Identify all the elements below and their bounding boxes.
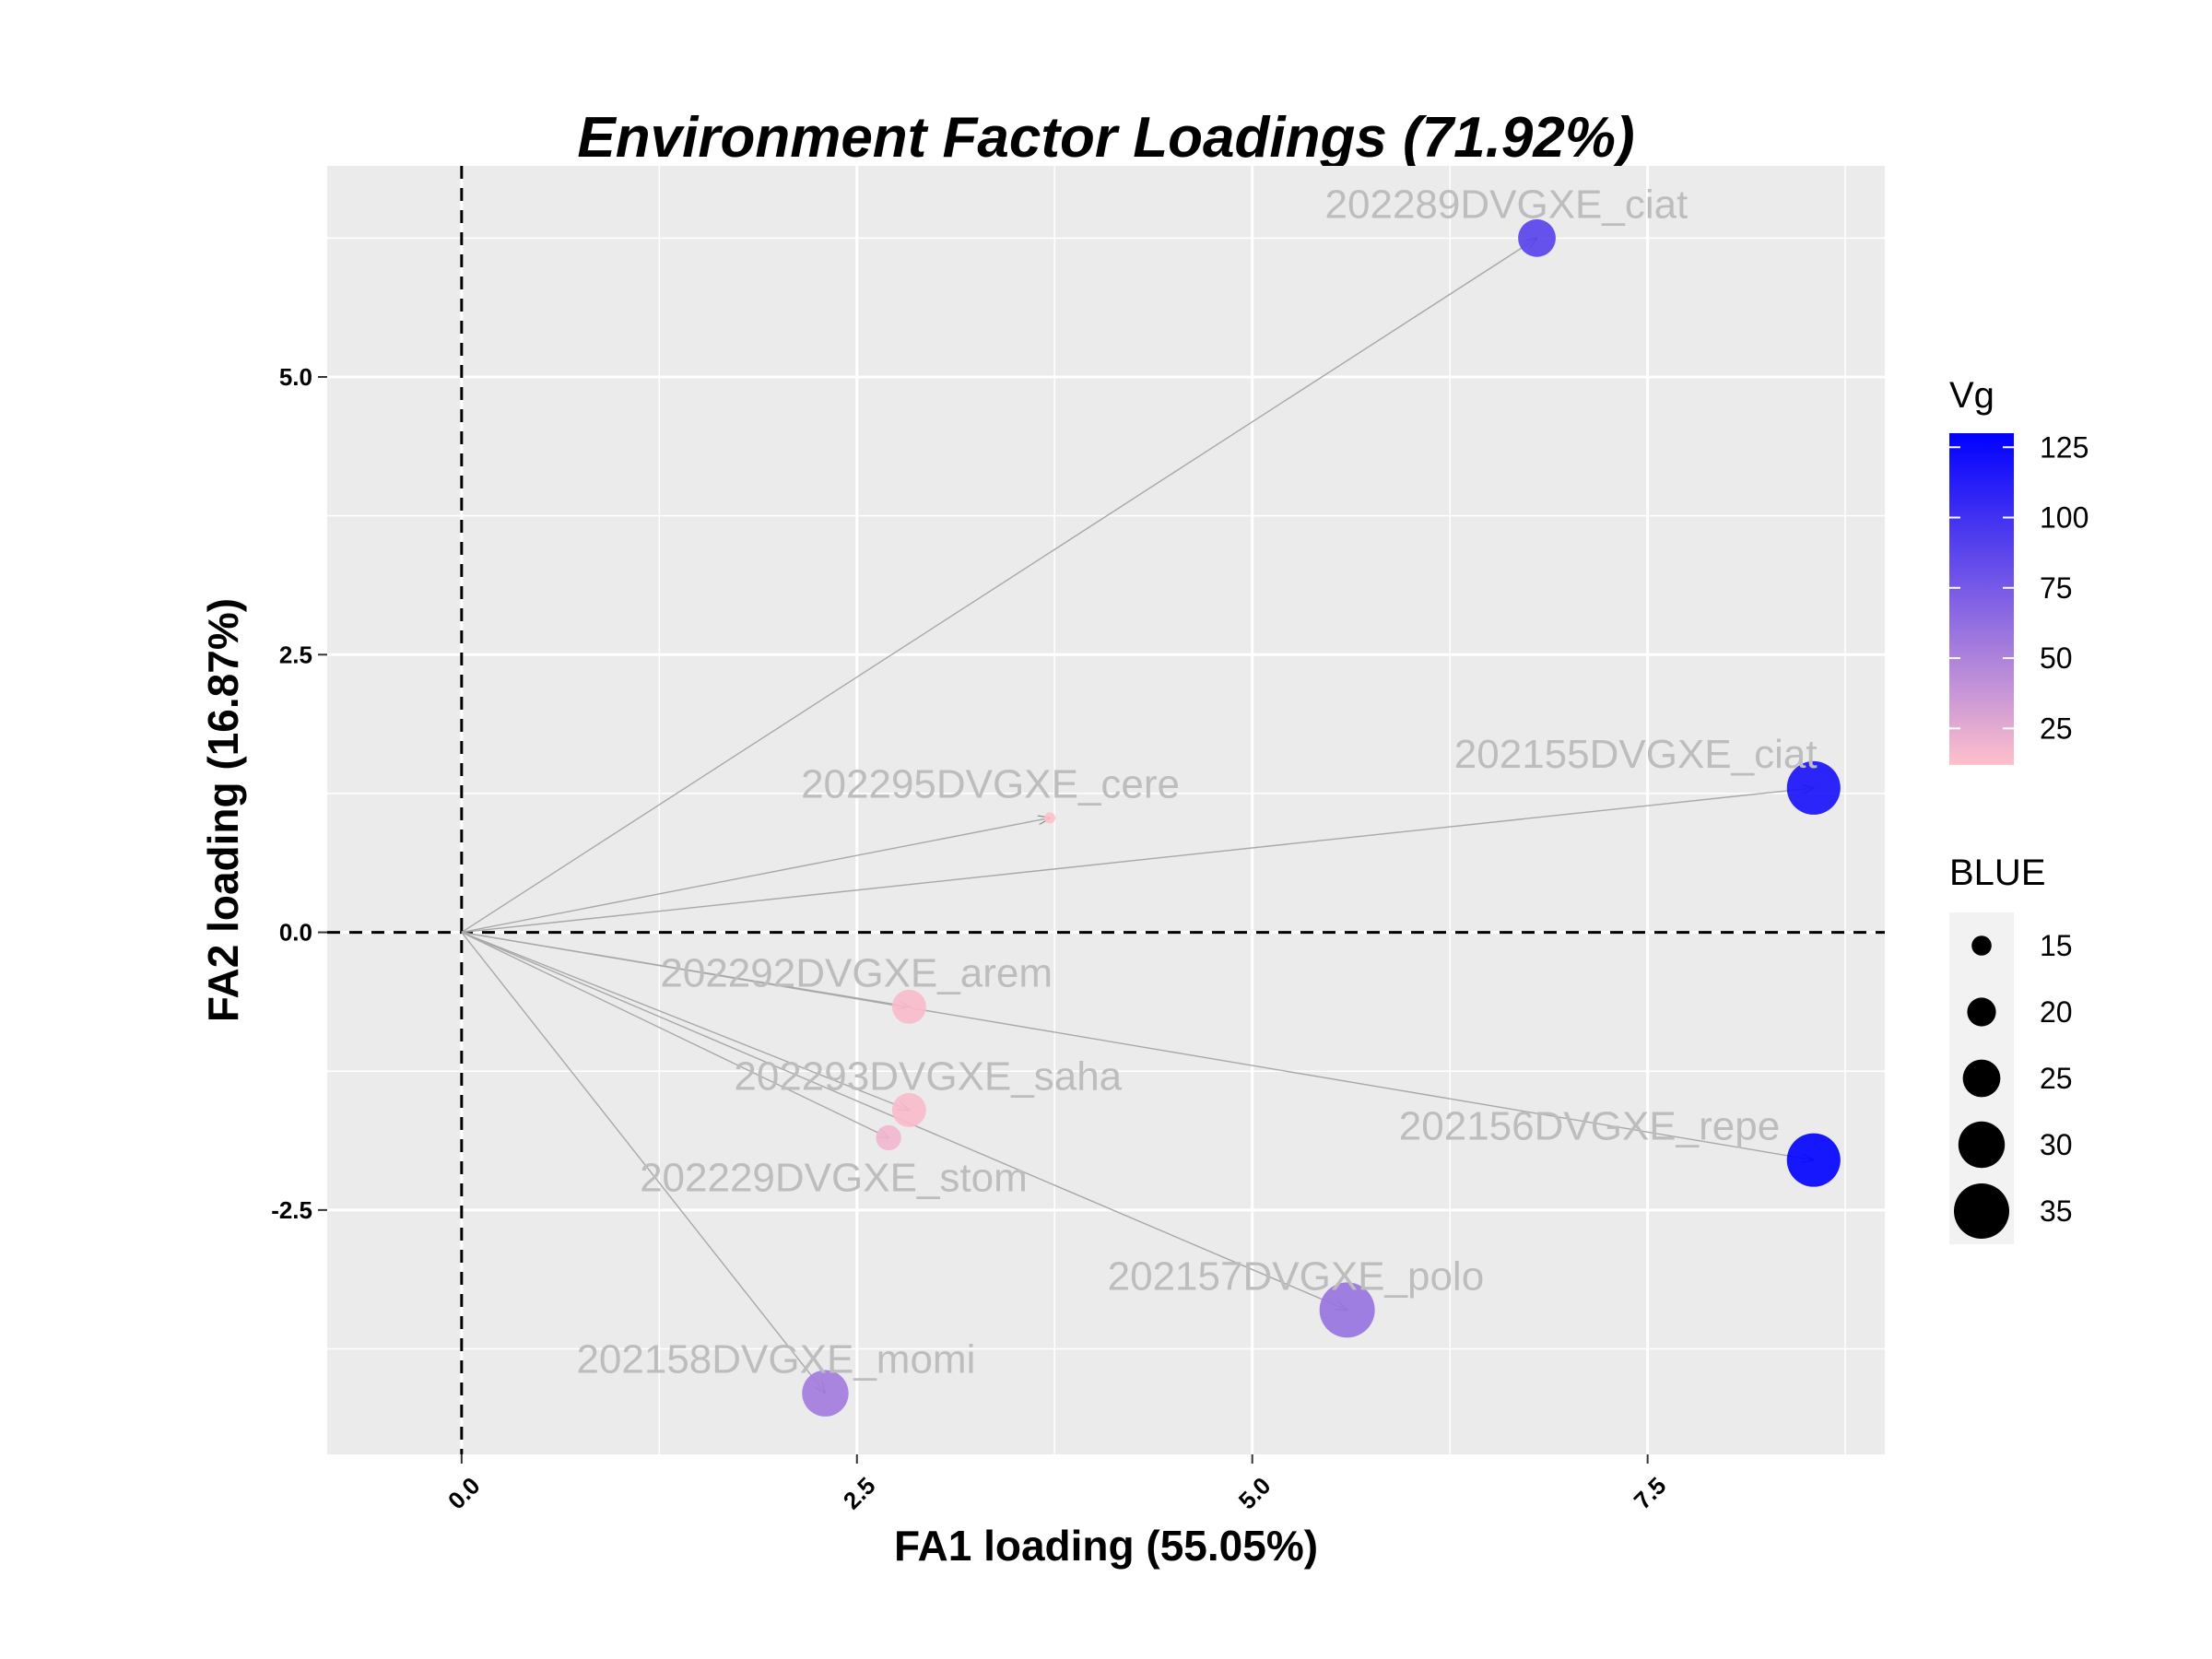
loading-arrow <box>461 238 1537 934</box>
point-label: 202229DVGXE_stom <box>640 1156 1028 1201</box>
blue-legend-label: 20 <box>2040 995 2073 1029</box>
blue-legend-title: BLUE <box>1949 853 2046 893</box>
blue-legend-key <box>1954 1183 2009 1239</box>
loading-arrows <box>461 238 1814 1394</box>
loading-point <box>1518 218 1556 257</box>
x-tick-label: 7.5 <box>1629 1472 1672 1515</box>
vg-colorbar <box>1949 433 2014 765</box>
blue-legend-keys: 15 20 25 30 35 <box>1954 929 2073 1239</box>
point-label: 202289DVGXE_ciat <box>1325 182 1688 227</box>
x-tick-label: 2.5 <box>838 1472 881 1515</box>
vg-legend-title: Vg <box>1949 375 1994 416</box>
blue-legend-key <box>1962 1059 2001 1098</box>
loading-points <box>802 218 1841 1417</box>
blue-legend-key <box>1958 1121 2006 1169</box>
vg-colorbar-ticks: 25 50 75 100 125 <box>1949 430 2088 745</box>
x-tick-label: 5.0 <box>1233 1472 1277 1515</box>
loading-point <box>876 1124 901 1151</box>
y-tick-label: -2.5 <box>271 1196 312 1224</box>
loading-arrow <box>461 932 826 1394</box>
loading-arrow <box>461 931 1814 1160</box>
y-axis: -2.5 0.0 2.5 5.0 <box>271 363 327 1224</box>
x-axis: 0.0 2.5 5.0 7.5 <box>442 1454 1672 1515</box>
chart-title: Environment Factor Loadings (71.92%) <box>577 106 1634 170</box>
point-label: 202158DVGXE_momi <box>576 1337 975 1382</box>
blue-legend-label: 25 <box>2040 1062 2073 1095</box>
vg-legend-label: 100 <box>2040 501 2088 535</box>
point-labels: 202289DVGXE_ciat 202155DVGXE_ciat 202295DV… <box>576 182 1817 1382</box>
vg-legend-label: 125 <box>2040 430 2088 464</box>
point-label: 202292DVGXE_arem <box>660 950 1053 995</box>
loading-point <box>1786 760 1841 815</box>
blue-legend-key <box>1967 997 1996 1027</box>
vg-legend-label: 75 <box>2040 571 2073 605</box>
blue-size-legend: BLUE 15 20 25 30 35 <box>1949 853 2073 1244</box>
loading-point <box>891 1092 926 1127</box>
x-tick-label: 0.0 <box>442 1472 486 1515</box>
point-label: 202155DVGXE_ciat <box>1454 732 1818 777</box>
loading-arrow <box>461 788 1814 934</box>
loading-point <box>1319 1282 1375 1338</box>
blue-legend-label: 15 <box>2040 929 2073 962</box>
loading-point <box>1786 1133 1841 1187</box>
blue-legend-label: 30 <box>2040 1128 2073 1161</box>
y-tick-label: 0.0 <box>279 919 312 947</box>
blue-legend-key <box>1971 935 1992 956</box>
y-axis-title: FA2 loading (16.87%) <box>199 598 247 1022</box>
x-axis-title: FA1 loading (55.05%) <box>894 1522 1318 1570</box>
point-label: 202156DVGXE_repe <box>1399 1104 1780 1149</box>
minor-gridlines <box>327 166 1885 1454</box>
vg-color-legend: Vg 25 50 75 100 125 <box>1949 375 2088 765</box>
loading-point <box>891 989 926 1024</box>
loading-arrow <box>461 931 910 1111</box>
point-label: 202295DVGXE_cere <box>801 761 1180 806</box>
loading-point <box>1044 812 1056 824</box>
vg-legend-label: 25 <box>2040 712 2073 745</box>
point-label: 202293DVGXE_saha <box>734 1053 1122 1099</box>
plot-panel <box>327 166 1885 1454</box>
y-tick-label: 2.5 <box>279 641 312 668</box>
y-tick-label: 5.0 <box>279 363 312 391</box>
vg-legend-label: 50 <box>2040 641 2073 675</box>
blue-legend-label: 35 <box>2040 1194 2073 1228</box>
loading-arrow <box>461 931 888 1138</box>
loading-arrow <box>461 818 1050 934</box>
loading-point <box>802 1370 849 1417</box>
point-label: 202157DVGXE_polo <box>1108 1253 1485 1299</box>
zero-reference-lines <box>327 166 1885 1454</box>
